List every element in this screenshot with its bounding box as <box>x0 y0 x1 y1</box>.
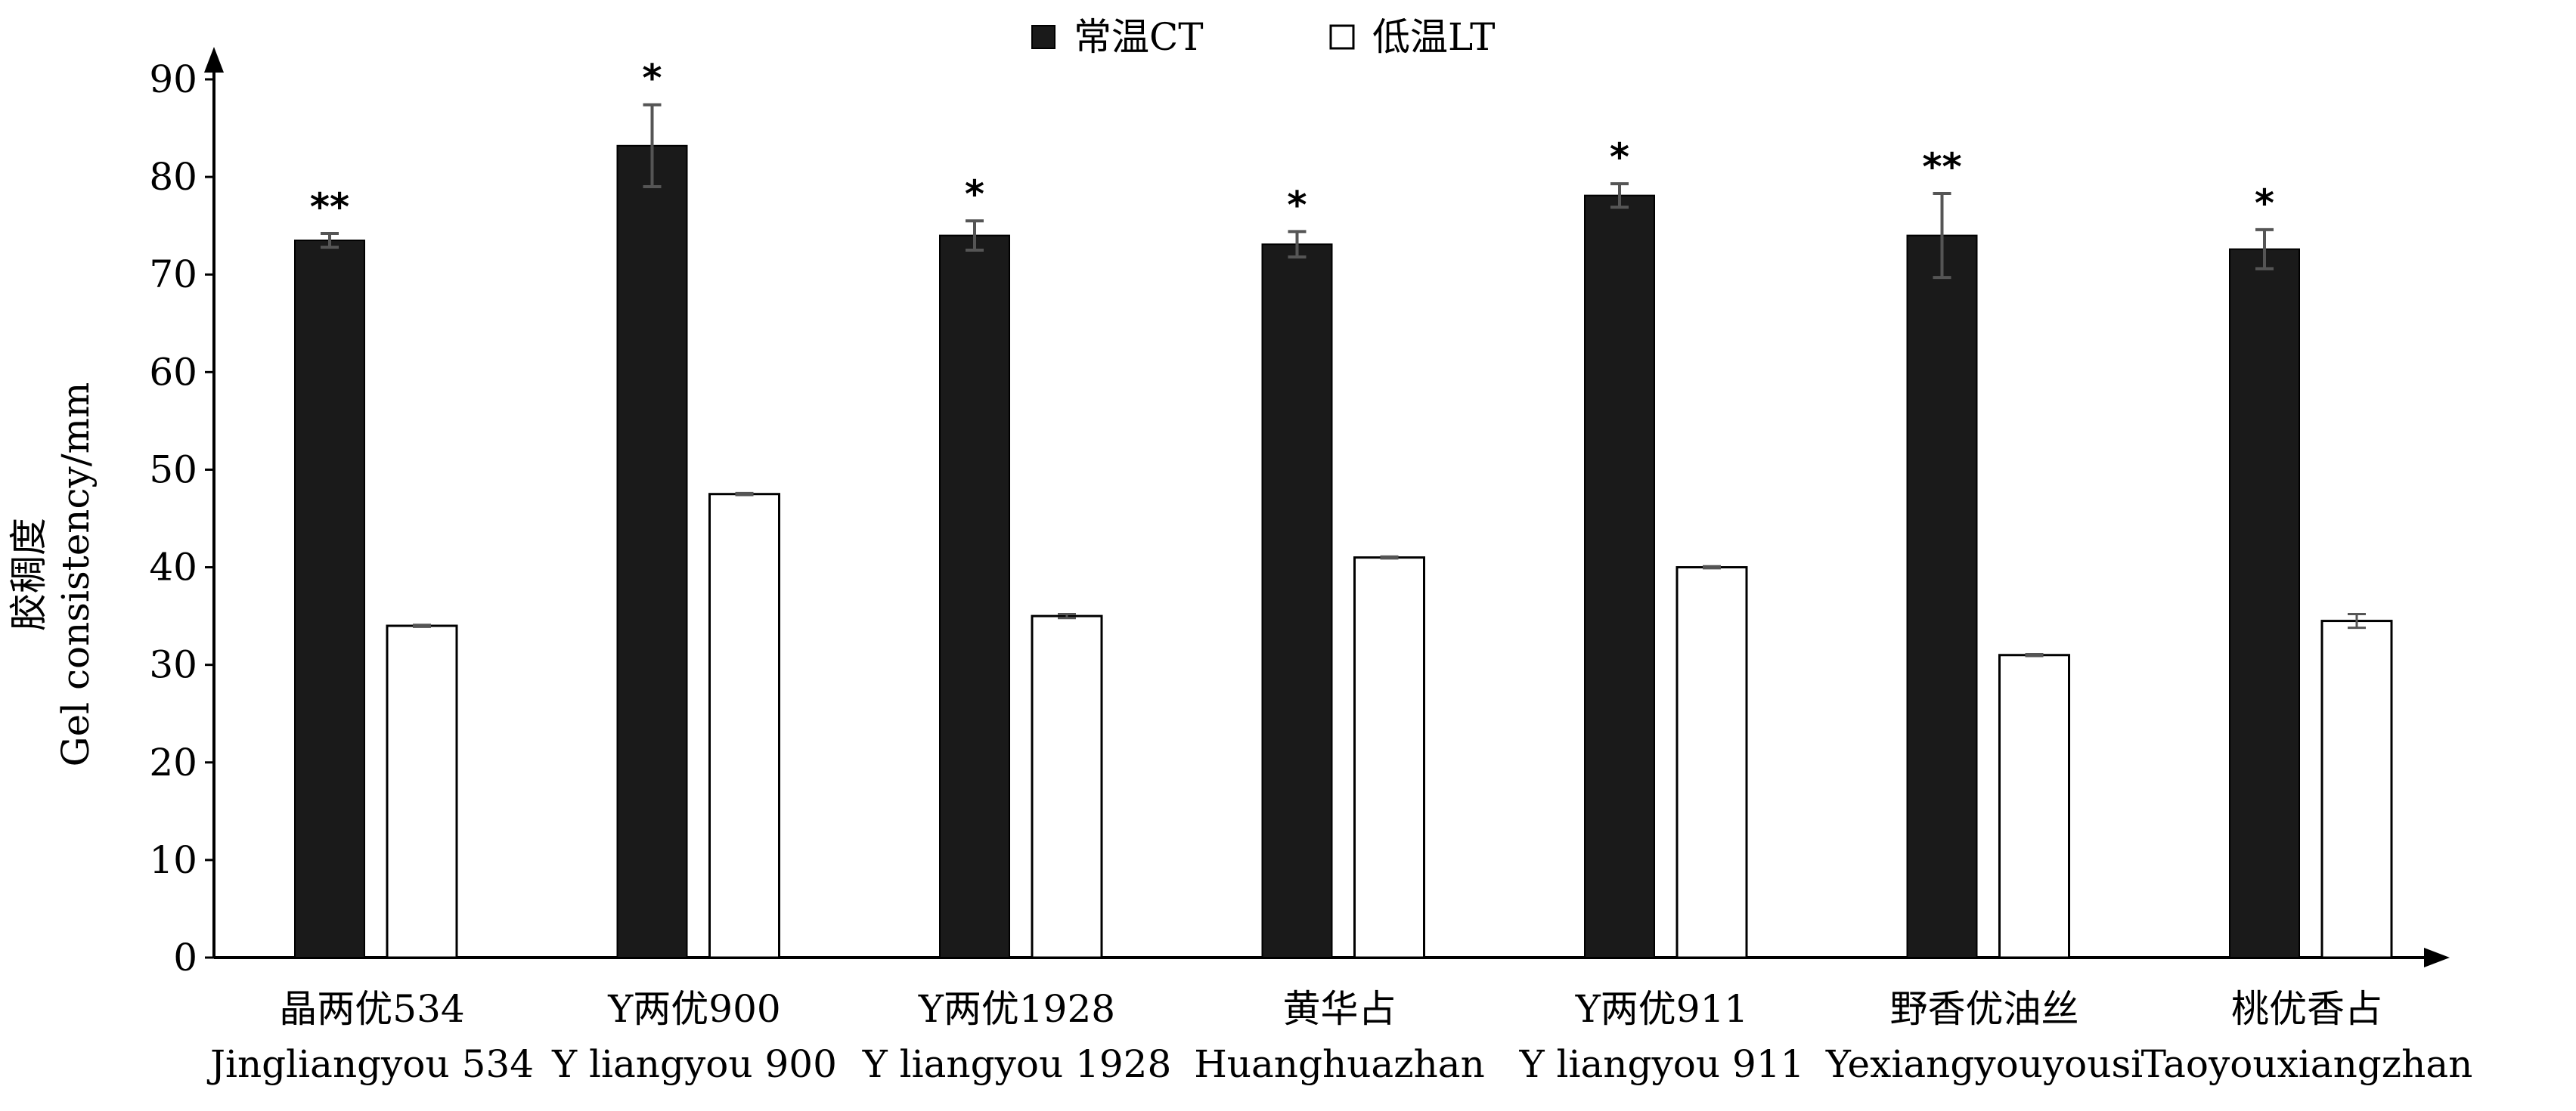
significance-marker: * <box>1287 183 1307 227</box>
bar-ct <box>616 144 688 959</box>
bar-lt <box>2320 620 2393 959</box>
y-tick-label: 50 <box>149 447 197 491</box>
x-category-label-cn: 黄华占 <box>1283 987 1396 1031</box>
significance-marker: ** <box>310 185 349 229</box>
bar-lt <box>386 624 458 959</box>
bar-ct <box>2229 248 2300 958</box>
x-category-label-cn: Y两优900 <box>607 987 780 1031</box>
significance-marker: * <box>1610 135 1629 179</box>
bar-ct <box>1261 243 1333 959</box>
bar-lt <box>1031 614 1103 959</box>
y-tick-label: 0 <box>173 936 197 979</box>
bar-lt <box>708 493 780 959</box>
y-tick-label: 40 <box>149 546 197 590</box>
x-category-label-en: Jingliangyou 534 <box>206 1042 534 1086</box>
y-axis-arrow <box>204 47 224 73</box>
bar-ct <box>294 240 365 958</box>
bar-lt <box>1998 654 2070 959</box>
bar-ct <box>939 234 1010 959</box>
y-tick-label: 30 <box>149 643 197 687</box>
y-axis-title: 胶稠度 Gel consistency/mm <box>7 382 98 767</box>
y-tick-label: 70 <box>149 252 197 296</box>
x-category-label-cn: 野香优油丝 <box>1890 987 2079 1031</box>
y-tick-label: 20 <box>149 741 197 785</box>
y-tick-label: 10 <box>149 838 197 882</box>
legend-swatch-lt <box>1329 24 1355 50</box>
bar-ct <box>1906 234 1978 959</box>
x-category-label-en: Y liangyou 900 <box>551 1042 837 1086</box>
y-axis-title-en: Gel consistency/mm <box>54 382 98 767</box>
x-category-label-en: Yexiangyouyousi <box>1825 1042 2143 1086</box>
y-tick-label: 60 <box>149 350 197 394</box>
x-axis-arrow <box>2424 948 2450 967</box>
legend: 常温CT 低温LT <box>1031 15 1495 59</box>
x-category-label-cn: Y两优1928 <box>918 987 1115 1031</box>
y-tick-label: 80 <box>149 155 197 199</box>
significance-marker: * <box>642 57 662 101</box>
significance-marker: * <box>2255 181 2274 225</box>
x-category-label-en: Y liangyou 911 <box>1519 1042 1805 1086</box>
bar-lt <box>1353 556 1425 959</box>
x-category-label-en: Taoyouxiangzhan <box>2141 1042 2473 1086</box>
x-category-label-cn: Y两优911 <box>1575 987 1748 1031</box>
legend-label-lt: 低温LT <box>1372 15 1495 59</box>
x-category-label-cn: 晶两优534 <box>279 987 464 1031</box>
x-category-label-en: Huanghuazhan <box>1194 1042 1485 1086</box>
bar-lt <box>1675 566 1748 959</box>
bar-ct <box>1584 194 1655 958</box>
significance-marker: ** <box>1922 145 1961 189</box>
x-category-label-en: Y liangyou 1928 <box>862 1042 1172 1086</box>
plot-area: 0102030405060708090**晶两优534Jingliangyou … <box>149 47 2472 1086</box>
x-category-label-cn: 桃优香占 <box>2231 987 2382 1031</box>
legend-label-ct: 常温CT <box>1074 15 1204 59</box>
significance-marker: * <box>965 172 984 216</box>
y-tick-label: 90 <box>149 57 197 101</box>
legend-swatch-ct <box>1031 25 1056 49</box>
y-axis-title-cn: 胶稠度 <box>7 518 51 631</box>
